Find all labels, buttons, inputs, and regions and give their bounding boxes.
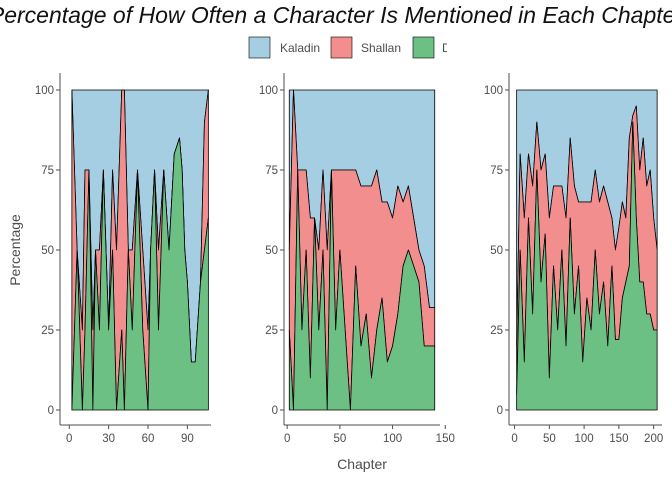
y-tick-label: 25 (41, 325, 54, 337)
x-tick-label: 60 (142, 433, 155, 445)
x-tick-label: 100 (383, 433, 402, 445)
legend-key-1 (330, 36, 353, 59)
y-tick-label: 0 (497, 405, 503, 417)
y-tick-label: 50 (41, 245, 54, 257)
area-dalinar (288, 169, 436, 411)
legend-label-0: Kaladin (280, 41, 320, 55)
x-tick-label: 50 (543, 433, 556, 445)
y-tick-label: 0 (48, 405, 54, 417)
y-tick-label: 100 (484, 85, 503, 97)
y-tick-label: 50 (265, 245, 278, 257)
y-tick-label: 25 (490, 325, 503, 337)
x-tick-label: 30 (102, 433, 115, 445)
x-tick-label: 150 (609, 433, 628, 445)
x-axis-title: Chapter (337, 456, 387, 472)
x-tick-label: 50 (333, 433, 346, 445)
x-tick-label: 90 (181, 433, 194, 445)
y-tick-label: 100 (35, 85, 54, 97)
x-tick-label: 200 (644, 433, 663, 445)
x-tick-label: 150 (436, 433, 455, 445)
y-tick-label: 50 (490, 245, 503, 257)
y-tick-label: 75 (490, 165, 503, 177)
area-dalinar (516, 121, 658, 411)
panel-3: 0 25 50 75 100 0 50 100 150 200 (484, 73, 663, 445)
legend-crop (447, 30, 497, 65)
x-tick-label: 100 (575, 433, 594, 445)
panel-2: 0 25 50 75 100 0 50 100 150 (259, 73, 455, 445)
y-tick-label: 25 (265, 325, 278, 337)
legend: KaladinShallanDalinar (248, 30, 497, 65)
x-tick-label: 0 (284, 433, 290, 445)
y-tick-label: 100 (259, 85, 278, 97)
y-tick-label: 0 (272, 405, 278, 417)
y-tick-label: 75 (265, 165, 278, 177)
area-dalinar (71, 137, 209, 411)
x-tick-label: 0 (66, 433, 72, 445)
legend-key-0 (248, 36, 271, 59)
chart-title: Percentage of How Often a Character Is M… (0, 2, 672, 28)
x-tick-label: 0 (511, 433, 517, 445)
chart-panels: 0 25 50 75 100 0 30 60 90 0 25 50 75 100 0 50 100 150 0 25 5… (35, 73, 663, 445)
legend-label-1: Shallan (361, 41, 401, 55)
y-axis-title: Percentage (7, 214, 23, 286)
legend-key-2 (412, 36, 435, 59)
y-tick-label: 75 (41, 165, 54, 177)
panel-1: 0 25 50 75 100 0 30 60 90 (35, 73, 211, 445)
